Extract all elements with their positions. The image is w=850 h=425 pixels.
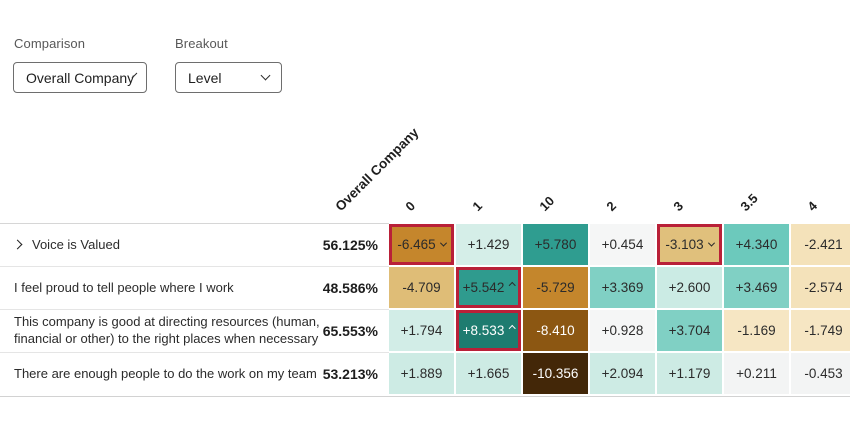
heatmap-cell[interactable]: +5.542 (456, 267, 521, 308)
row-label: There are enough people to do the work o… (14, 365, 317, 381)
heatmap-cell[interactable]: -6.465 (389, 224, 454, 265)
comparison-score: 56.125% (322, 237, 378, 253)
column-header-3: 3 (670, 198, 687, 214)
cell-value: +3.369 (601, 280, 644, 295)
significance-down-icon (707, 239, 715, 247)
heatmap-cell[interactable]: +1.429 (456, 224, 521, 265)
comparison-dropdown-value: Overall Company (26, 69, 135, 86)
comparison-control: Comparison Overall Company (13, 36, 147, 93)
table-row: This company is good at directing resour… (0, 310, 850, 353)
heatmap-cell[interactable]: -3.103 (657, 224, 722, 265)
cell-value: +3.469 (735, 280, 778, 295)
heatmap-cell[interactable]: +3.369 (590, 267, 655, 308)
table-top-border (0, 223, 389, 224)
heatmap-cell[interactable]: +4.340 (724, 224, 789, 265)
significance-up-icon (508, 324, 517, 332)
cell-value: +1.889 (400, 366, 443, 381)
table-bottom-border (0, 396, 850, 397)
column-header-1: 1 (469, 198, 486, 214)
cell-value: +1.794 (400, 323, 443, 338)
row-label: This company is good at directing resour… (14, 314, 320, 346)
comparison-score: 53.213% (322, 366, 378, 382)
breakout-control: Breakout Level (175, 36, 282, 93)
cell-value: +0.454 (601, 237, 644, 252)
comparison-dropdown[interactable]: Overall Company (13, 62, 147, 93)
cell-value: -6.465 (397, 237, 436, 252)
row-label: I feel proud to tell people where I work (14, 279, 234, 295)
heatmap-cell[interactable]: +2.094 (590, 353, 655, 394)
cell-value: -2.574 (804, 280, 843, 295)
heatmap-cell[interactable]: +8.533 (456, 310, 521, 351)
table-row: There are enough people to do the work o… (0, 353, 850, 396)
heatmap-cell[interactable]: -2.574 (791, 267, 850, 308)
chevron-down-icon (260, 70, 271, 81)
heatmap-cell[interactable]: -0.453 (791, 353, 850, 394)
table-row: I feel proud to tell people where I work… (0, 267, 850, 310)
heatmap-cell[interactable]: +3.469 (724, 267, 789, 308)
cell-value: -4.709 (402, 280, 441, 295)
heatmap-cell[interactable]: -8.410 (523, 310, 588, 351)
breakout-dropdown-value: Level (188, 69, 222, 86)
cell-value: -10.356 (532, 366, 579, 381)
cell-value: +1.665 (467, 366, 510, 381)
expand-row-icon[interactable] (14, 241, 22, 249)
heatmap-cell[interactable]: +5.780 (523, 224, 588, 265)
column-header-2: 2 (603, 198, 620, 214)
cell-value: -2.421 (804, 237, 843, 252)
heatmap-cell[interactable]: +1.665 (456, 353, 521, 394)
heatmap-cell[interactable]: -5.729 (523, 267, 588, 308)
cell-value: +0.211 (736, 366, 777, 381)
row-separator (0, 309, 389, 310)
cell-value: -3.103 (665, 237, 704, 252)
heatmap-cell[interactable]: -10.356 (523, 353, 588, 394)
cell-value: +8.533 (462, 323, 505, 338)
heatmap-cell[interactable]: +0.211 (724, 353, 789, 394)
cell-value: +4.340 (735, 237, 778, 252)
column-header-3.5: 3.5 (737, 190, 761, 214)
cell-value: +2.094 (601, 366, 644, 381)
row-separator (0, 352, 389, 353)
column-header-10: 10 (536, 193, 558, 214)
row-separator (0, 266, 389, 267)
heatmap-cell[interactable]: -1.169 (724, 310, 789, 351)
cell-value: +1.429 (467, 237, 510, 252)
breakout-label: Breakout (175, 36, 228, 51)
cell-value: +1.179 (668, 366, 711, 381)
heatmap-cell[interactable]: +0.454 (590, 224, 655, 265)
column-header-4: 4 (804, 198, 821, 214)
cell-value: +0.928 (601, 323, 644, 338)
cell-value: -8.410 (536, 323, 575, 338)
heatmap-cell[interactable]: -1.749 (791, 310, 850, 351)
heatmap-cell[interactable]: -2.421 (791, 224, 850, 265)
significance-down-icon (439, 239, 447, 247)
heatmap-cell[interactable]: +1.179 (657, 353, 722, 394)
heatmap-cell[interactable]: -4.709 (389, 267, 454, 308)
cell-value: -1.749 (804, 323, 843, 338)
column-header-0: 0 (402, 198, 419, 214)
comparison-score: 48.586% (322, 280, 378, 296)
heatmap-cell[interactable]: +0.928 (590, 310, 655, 351)
cell-value: +5.542 (462, 280, 505, 295)
cell-value: -1.169 (737, 323, 776, 338)
row-label: Voice is Valued (32, 236, 120, 252)
significance-up-icon (508, 281, 517, 289)
heatmap-cell[interactable]: +2.600 (657, 267, 722, 308)
comparison-label: Comparison (14, 36, 86, 51)
heatmap-cell[interactable]: +1.794 (389, 310, 454, 351)
heatmap-cell[interactable]: +1.889 (389, 353, 454, 394)
comparison-score: 65.553% (322, 323, 378, 339)
cell-value: +5.780 (534, 237, 577, 252)
breakout-dropdown[interactable]: Level (175, 62, 282, 93)
heatmap-cell[interactable]: +3.704 (657, 310, 722, 351)
cell-value: +2.600 (668, 280, 711, 295)
cell-value: -5.729 (536, 280, 575, 295)
table-row: Voice is Valued 56.125% -6.465 +1.429 +5.780… (0, 224, 850, 267)
cell-value: +3.704 (668, 323, 711, 338)
cell-value: -0.453 (804, 366, 843, 381)
